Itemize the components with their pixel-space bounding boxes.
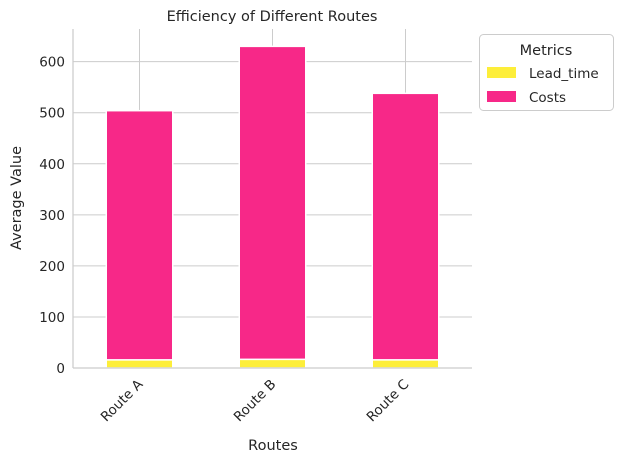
legend-swatch-costs — [487, 91, 516, 102]
x-tick-labels: Route A Route B Route C — [98, 376, 413, 425]
bar-lead-time-2 — [238, 358, 307, 369]
x-tick-label: Route C — [364, 377, 413, 426]
bar-costs-1 — [105, 109, 174, 361]
bars — [105, 45, 440, 369]
bar-costs-3 — [371, 92, 440, 361]
y-tick-label: 100 — [39, 310, 65, 326]
y-tick-label: 0 — [56, 361, 65, 377]
legend-swatch-lead-time — [487, 67, 516, 78]
x-tick-label: Route B — [231, 377, 280, 426]
legend: Metrics Lead_time Costs — [479, 34, 614, 111]
x-tick-label: Route A — [98, 376, 147, 425]
legend-label-lead-time: Lead_time — [529, 66, 599, 82]
y-tick-label: 500 — [39, 106, 65, 122]
bar-lead-time-1 — [105, 359, 174, 369]
bar-costs-2 — [238, 45, 307, 361]
y-tick-label: 400 — [39, 157, 65, 173]
y-tick-labels: 0 100 200 300 400 500 600 — [39, 55, 65, 377]
y-tick-label: 300 — [39, 208, 65, 224]
x-axis-title: Routes — [248, 438, 298, 454]
y-axis-title: Average Value — [9, 146, 25, 250]
bar-lead-time-3 — [371, 359, 440, 369]
legend-label-costs: Costs — [529, 90, 566, 106]
chart-title: Efficiency of Different Routes — [167, 9, 378, 25]
axes — [72, 29, 472, 369]
y-tick-label: 200 — [39, 259, 65, 275]
legend-title: Metrics — [520, 43, 573, 59]
y-tick-label: 600 — [39, 55, 65, 71]
